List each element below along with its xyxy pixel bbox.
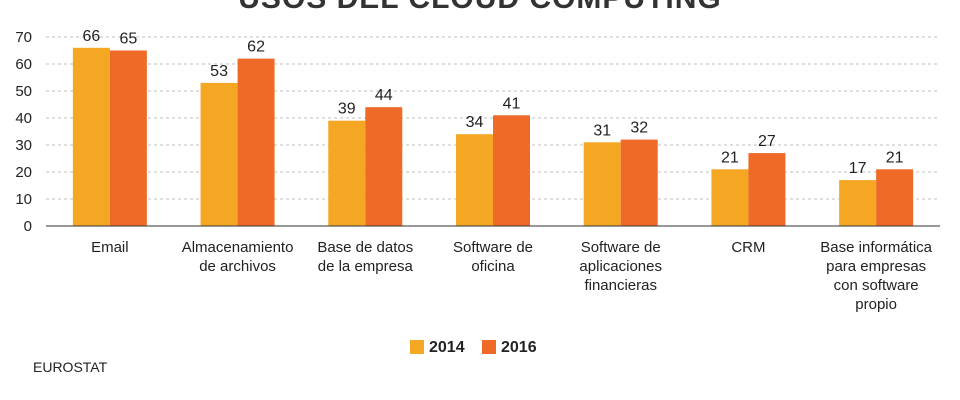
y-tick-label: 20 bbox=[15, 164, 32, 181]
y-tick-label: 50 bbox=[15, 83, 32, 100]
category-label-line: propio bbox=[855, 296, 897, 313]
category-label: Email bbox=[91, 239, 129, 256]
category-label: Almacenamiento de archivos bbox=[182, 239, 294, 275]
bar-2016 bbox=[365, 107, 403, 226]
category-label-line: CRM bbox=[731, 239, 765, 256]
bar-2014 bbox=[328, 120, 366, 226]
data-label-2016: 62 bbox=[247, 39, 265, 56]
category-label: CRM bbox=[731, 239, 765, 256]
y-tick-label: 40 bbox=[15, 110, 32, 127]
data-labels: 66 65 53 62 39 44 34 41 31 32 21 27 17 21 bbox=[82, 28, 903, 177]
y-tick-label: 70 bbox=[15, 29, 32, 46]
data-label-2016: 27 bbox=[758, 133, 776, 150]
category-label-line: de la empresa bbox=[318, 258, 414, 275]
category-label-line: aplicaciones bbox=[579, 258, 662, 275]
data-label-2016: 65 bbox=[119, 31, 137, 48]
data-label-2014: 66 bbox=[82, 28, 100, 45]
category-label: Base de datos de la empresa bbox=[317, 239, 413, 275]
bar-2014 bbox=[839, 180, 877, 226]
category-label-line: oficina bbox=[471, 258, 515, 275]
bar-2014 bbox=[200, 82, 238, 227]
x-axis-categories: Email Almacenamiento de archivos Base de da… bbox=[91, 239, 933, 313]
category-label-line: financieras bbox=[584, 277, 657, 294]
category-label-line: Software de bbox=[581, 239, 661, 256]
bar-2016 bbox=[748, 153, 786, 226]
bar-2014 bbox=[456, 134, 493, 226]
bar-2014 bbox=[711, 169, 749, 226]
y-tick-label: 60 bbox=[15, 56, 32, 73]
legend: 2014 2016 bbox=[410, 339, 537, 356]
category-label-line: Almacenamiento bbox=[182, 239, 294, 256]
legend-swatch-2014 bbox=[410, 340, 424, 354]
data-label-2014: 31 bbox=[593, 122, 611, 139]
bar-2016 bbox=[620, 139, 658, 226]
legend-label-2016: 2016 bbox=[501, 339, 537, 356]
y-tick-label: 10 bbox=[15, 191, 32, 208]
category-label-line: Base informática bbox=[820, 239, 932, 256]
legend-swatch-2016 bbox=[482, 340, 496, 354]
chart-title: USOS DEL CLOUD COMPUTING bbox=[238, 0, 721, 15]
data-label-2014: 21 bbox=[721, 149, 739, 166]
data-label-2014: 34 bbox=[466, 114, 484, 131]
category-label-line: Base de datos bbox=[317, 239, 413, 256]
legend-label-2014: 2014 bbox=[429, 339, 465, 356]
data-label-2014: 53 bbox=[210, 63, 228, 80]
data-label-2014: 39 bbox=[338, 101, 356, 118]
bars bbox=[72, 47, 914, 227]
data-label-2014: 17 bbox=[849, 160, 867, 177]
category-label: Software de aplicaciones financieras bbox=[579, 239, 662, 294]
y-tick-label: 30 bbox=[15, 137, 32, 154]
bar-2016 bbox=[493, 115, 530, 226]
bar-2014 bbox=[72, 47, 110, 226]
bar-2016 bbox=[237, 58, 275, 226]
bar-2016 bbox=[876, 169, 914, 226]
y-tick-label: 0 bbox=[24, 218, 32, 235]
category-label: Base informática para empresas con softwar… bbox=[820, 239, 932, 313]
data-label-2016: 44 bbox=[375, 87, 393, 104]
category-label-line: Email bbox=[91, 239, 129, 256]
data-label-2016: 32 bbox=[630, 120, 648, 137]
category-label-line: con software bbox=[834, 277, 919, 294]
data-label-2016: 41 bbox=[503, 95, 521, 112]
category-label: Software de oficina bbox=[453, 239, 533, 275]
category-label-line: para empresas bbox=[826, 258, 926, 275]
bar-2016 bbox=[109, 50, 147, 226]
y-axis-ticks: 0 10 20 30 40 50 60 70 bbox=[15, 29, 32, 235]
bar-2014 bbox=[583, 142, 621, 226]
source-note: EUROSTAT bbox=[33, 359, 108, 375]
category-label-line: Software de bbox=[453, 239, 533, 256]
category-label-line: de archivos bbox=[199, 258, 276, 275]
data-label-2016: 21 bbox=[886, 149, 904, 166]
